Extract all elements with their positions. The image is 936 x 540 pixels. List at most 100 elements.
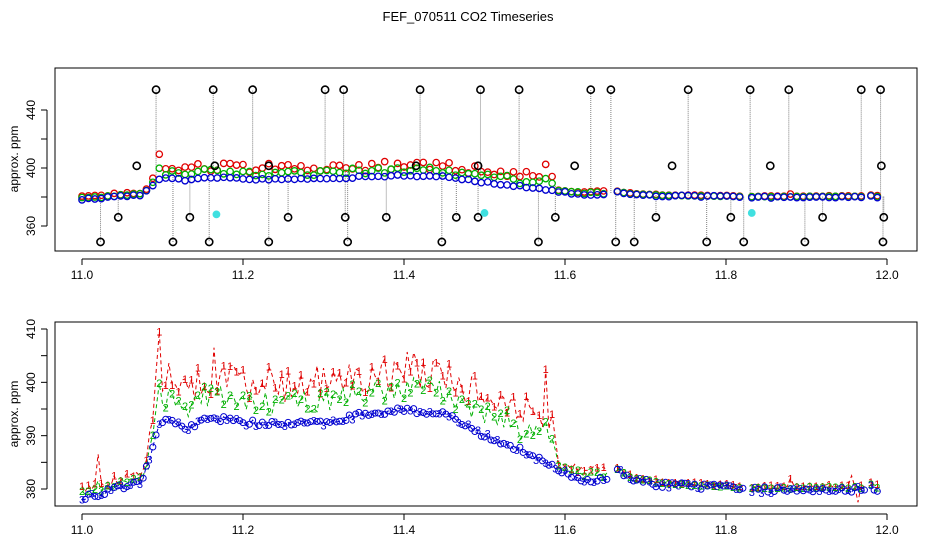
series-2-point: 2 — [478, 404, 484, 416]
bottom-x-tick-label: 11.4 — [393, 523, 416, 537]
series-2-point: 2 — [465, 399, 471, 411]
series-3-point: 3 — [224, 415, 230, 427]
series-3-point — [371, 409, 379, 417]
flag-cyan-point — [212, 210, 221, 219]
top-series-3-point — [873, 193, 882, 202]
top-series-1-point — [329, 161, 338, 169]
series-1-point: 1 — [523, 391, 529, 403]
series-3-point — [123, 483, 131, 491]
series-3-point — [754, 485, 762, 493]
series-3-point — [461, 422, 469, 430]
series-3-point: 3 — [581, 476, 587, 488]
top-series-1-point — [194, 160, 202, 168]
series-1-point: 1 — [868, 477, 874, 489]
flag-high-point — [415, 85, 425, 95]
series-3-point — [91, 492, 99, 500]
series-1-point: 1 — [787, 473, 793, 485]
top-series-1-point — [516, 172, 524, 181]
series-1-point: 1 — [246, 393, 252, 405]
top-series-3-point — [155, 175, 164, 184]
series-1-point: 1 — [227, 361, 233, 373]
top-series-2-point — [393, 164, 402, 172]
series-2-point: 2 — [221, 399, 227, 411]
series-2-point: 2 — [543, 416, 549, 428]
series-2-point: 2 — [491, 412, 497, 424]
series-2-point: 2 — [375, 378, 381, 390]
series-3-point: 3 — [147, 455, 153, 467]
top-series-1-point — [226, 159, 234, 168]
series-3-point: 3 — [89, 489, 95, 501]
top-series-3-point — [735, 193, 744, 202]
series-1-point: 1 — [221, 360, 227, 372]
top-series-1-point — [445, 158, 453, 167]
series-3-point — [633, 476, 641, 484]
series-2-point: 2 — [92, 484, 98, 496]
top-series-1-point — [406, 161, 415, 169]
series-3-point: 3 — [868, 480, 874, 492]
top-series-2-point — [309, 171, 318, 180]
series-3-point: 3 — [282, 421, 288, 433]
series-2-point: 2 — [240, 390, 246, 402]
flag-high-point — [248, 85, 258, 95]
series-3-point — [162, 415, 170, 423]
series-3-point — [149, 443, 157, 451]
series-3-point: 3 — [601, 475, 607, 487]
series-3-point — [303, 419, 311, 427]
flag-midlow-point — [879, 212, 889, 222]
series-2-point: 2 — [452, 404, 458, 416]
series-2-point: 2 — [536, 426, 542, 438]
series-3-point: 3 — [675, 480, 681, 492]
series-3-point: 3 — [562, 465, 568, 477]
top-ylabel: approx. ppm — [7, 126, 21, 193]
series-2-point: 2 — [401, 393, 407, 405]
series-3-point — [481, 433, 488, 441]
series-2-point: 2 — [414, 378, 420, 390]
bottom-x-tick-label: 11.6 — [554, 523, 577, 537]
series-3-point — [803, 485, 810, 493]
series-3-point — [101, 490, 109, 498]
flag-midlow-point — [818, 212, 827, 222]
series-3-point — [268, 418, 276, 426]
top-series-1-point — [541, 160, 550, 169]
top-series-1-point — [458, 165, 466, 174]
flag-high-point — [151, 85, 161, 95]
series-2-point: 2 — [627, 472, 633, 484]
top-x-tick-label: 11.8 — [715, 268, 738, 282]
series-1-point: 1 — [111, 471, 117, 483]
series-3-point — [432, 410, 440, 418]
series-1-point: 1 — [349, 381, 355, 393]
series-3-point — [442, 410, 450, 418]
series-3-point: 3 — [291, 419, 297, 431]
series-2-point: 2 — [349, 379, 355, 391]
series-3-point — [413, 410, 421, 418]
series-3-point — [710, 480, 718, 488]
series-3-point: 3 — [272, 417, 278, 429]
series-2-point: 2 — [156, 378, 162, 390]
series-2-point: 2 — [362, 398, 368, 410]
series-1-point: 1 — [233, 367, 239, 379]
bottom-x-tick-label: 11.8 — [715, 523, 738, 537]
series-1-point: 1 — [692, 477, 698, 489]
series-1-point: 1 — [272, 382, 278, 394]
series-1-point: 1 — [279, 369, 285, 381]
series-1-point: 1 — [536, 410, 542, 422]
series-1-point: 1 — [182, 374, 188, 386]
series-1-point: 1 — [852, 482, 858, 494]
series-3-point: 3 — [533, 455, 539, 467]
top-series-1-point — [438, 162, 447, 170]
series-1-point: 1 — [774, 481, 780, 493]
series-3-point — [681, 479, 689, 487]
flag-high-point — [606, 85, 616, 95]
series-2-point: 2 — [246, 390, 252, 402]
series-3-point — [548, 460, 556, 468]
top-series-3-point — [348, 174, 357, 182]
top-series-3-point — [425, 172, 434, 180]
series-3-point: 3 — [407, 405, 413, 417]
series-3-point: 3 — [591, 477, 597, 489]
series-1-point: 1 — [401, 374, 407, 386]
series-2-point: 2 — [188, 400, 194, 412]
top-plot-frame — [54, 67, 918, 252]
series-3-point — [739, 484, 747, 492]
series-1-point: 1 — [143, 455, 149, 467]
